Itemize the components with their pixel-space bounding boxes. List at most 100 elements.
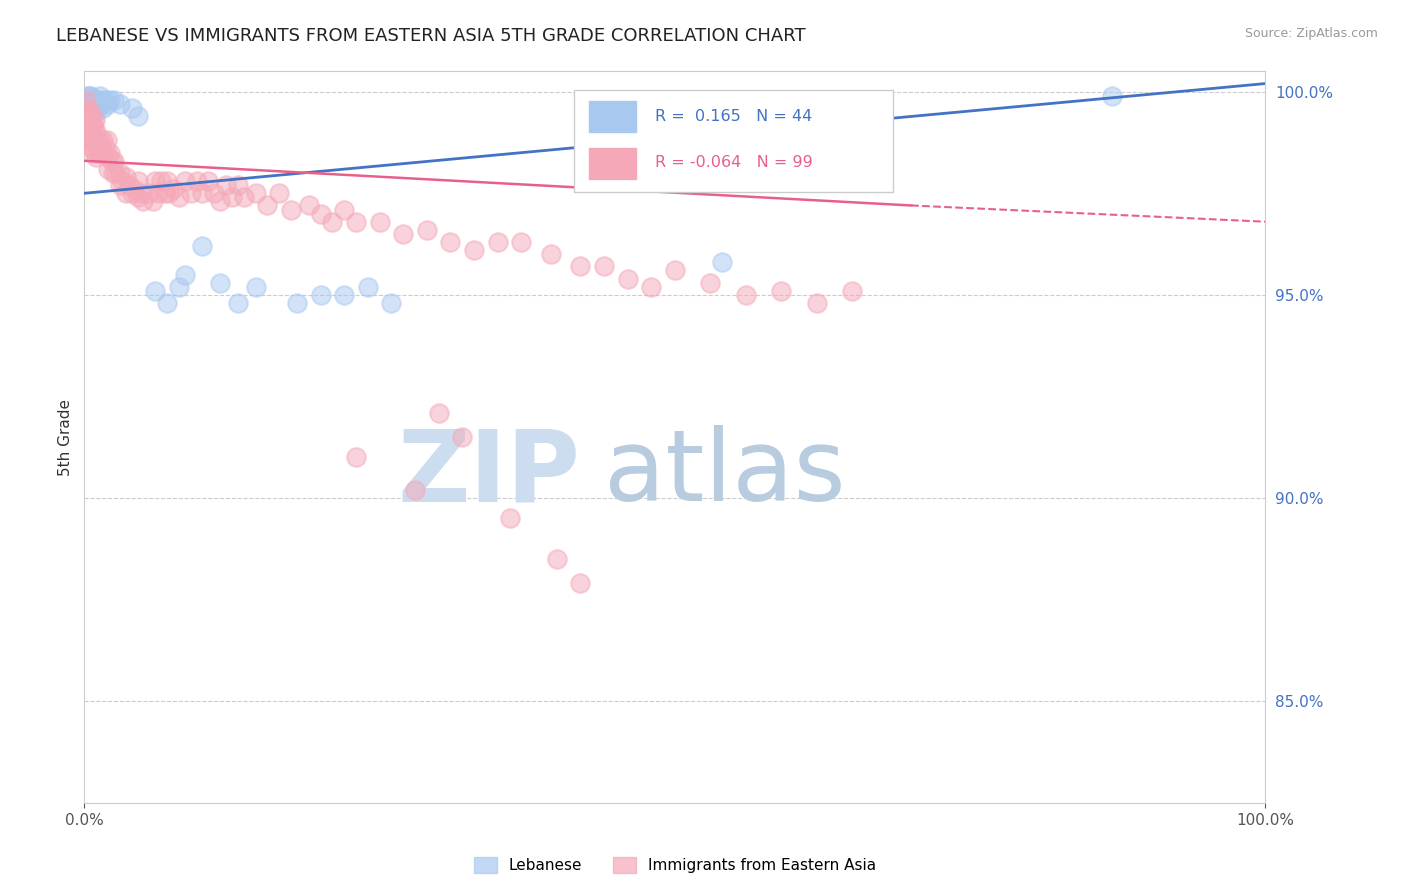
Bar	[589, 102, 636, 132]
Point	[84, 113, 107, 128]
Point	[108, 178, 131, 193]
Point	[221, 190, 243, 204]
Point	[77, 121, 100, 136]
Point	[180, 186, 202, 201]
Point	[640, 279, 662, 293]
Point	[711, 255, 734, 269]
Point	[89, 88, 111, 103]
Point	[114, 169, 136, 184]
Point	[108, 166, 131, 180]
Point	[226, 178, 249, 193]
Point	[309, 206, 332, 220]
Point	[76, 96, 98, 111]
Bar	[589, 148, 636, 179]
Text: atlas: atlas	[605, 425, 845, 522]
Point	[93, 145, 115, 160]
Point	[122, 182, 145, 196]
Point	[84, 150, 107, 164]
Legend: Lebanese, Immigrants from Eastern Asia: Lebanese, Immigrants from Eastern Asia	[468, 851, 882, 880]
Point	[89, 145, 111, 160]
Point	[76, 101, 98, 115]
Point	[84, 129, 107, 144]
Point	[357, 279, 380, 293]
Point	[91, 133, 114, 147]
Point	[86, 93, 108, 107]
Point	[197, 174, 219, 188]
Point	[153, 186, 176, 201]
Text: R =  0.165   N = 44: R = 0.165 N = 44	[655, 109, 813, 124]
Point	[86, 133, 108, 147]
Point	[245, 186, 267, 201]
Point	[546, 552, 568, 566]
Point	[770, 284, 793, 298]
Point	[232, 190, 254, 204]
Point	[118, 178, 141, 193]
Point	[510, 235, 533, 249]
Point	[439, 235, 461, 249]
Point	[79, 125, 101, 139]
Point	[841, 284, 863, 298]
Point	[380, 296, 402, 310]
Point	[156, 296, 179, 310]
Point	[75, 93, 97, 107]
Point	[77, 93, 100, 107]
Point	[734, 288, 756, 302]
Point	[84, 137, 107, 152]
Point	[103, 153, 125, 168]
Point	[111, 174, 134, 188]
Point	[143, 284, 166, 298]
Point	[138, 186, 160, 201]
Point	[167, 190, 190, 204]
Point	[173, 174, 195, 188]
Point	[114, 186, 136, 201]
Point	[84, 96, 107, 111]
Point	[96, 133, 118, 147]
Point	[540, 247, 562, 261]
Text: R = -0.064   N = 99: R = -0.064 N = 99	[655, 155, 813, 170]
Point	[91, 142, 114, 156]
Point	[167, 279, 190, 293]
Point	[77, 125, 100, 139]
Point	[451, 430, 474, 444]
Point	[569, 260, 592, 274]
Point	[76, 88, 98, 103]
Point	[84, 93, 107, 107]
Point	[91, 101, 114, 115]
Point	[82, 129, 104, 144]
Point	[87, 96, 110, 111]
Point	[79, 93, 101, 107]
Point	[82, 93, 104, 107]
Point	[143, 174, 166, 188]
Point	[269, 186, 291, 201]
Point	[191, 239, 214, 253]
Point	[664, 263, 686, 277]
Point	[97, 96, 120, 111]
Text: Source: ZipAtlas.com: Source: ZipAtlas.com	[1244, 27, 1378, 40]
Point	[569, 576, 592, 591]
Point	[368, 215, 391, 229]
Point	[82, 117, 104, 131]
Point	[1101, 88, 1123, 103]
Point	[77, 105, 100, 120]
Point	[333, 202, 356, 217]
Point	[173, 268, 195, 282]
Point	[87, 145, 110, 160]
Point	[498, 511, 520, 525]
Point	[75, 93, 97, 107]
Point	[94, 142, 117, 156]
Point	[699, 276, 721, 290]
Point	[806, 296, 828, 310]
Point	[103, 93, 125, 107]
Point	[309, 288, 332, 302]
Point	[129, 186, 152, 201]
Point	[97, 161, 120, 176]
Point	[77, 109, 100, 123]
Point	[191, 186, 214, 201]
Point	[79, 101, 101, 115]
Point	[80, 121, 103, 136]
Point	[256, 198, 278, 212]
Point	[83, 96, 105, 111]
Point	[77, 117, 100, 131]
Point	[157, 186, 180, 201]
Point	[80, 88, 103, 103]
